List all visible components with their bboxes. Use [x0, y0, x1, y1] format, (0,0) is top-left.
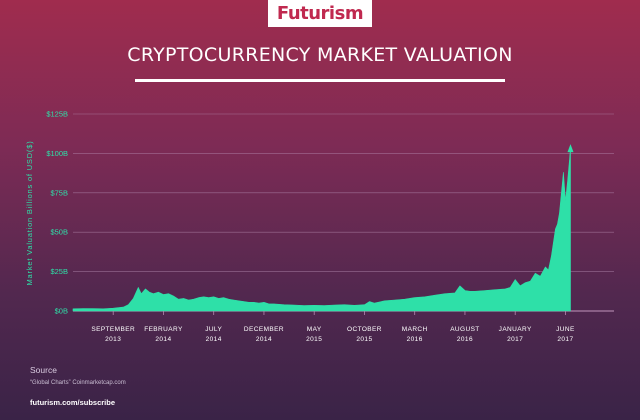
subscribe-link[interactable]: futurism.com/subscribe: [30, 398, 116, 407]
source-text: “Global Charts” Coinmarketcap.com: [30, 380, 126, 386]
x-tick-year: 2015: [306, 336, 322, 343]
futurism-logo[interactable]: Futurism: [268, 0, 372, 27]
x-tick-year: 2016: [457, 336, 473, 343]
x-tick-label: JULY: [205, 326, 222, 333]
trend-arrow-icon: [567, 144, 574, 153]
x-tick-year: 2014: [256, 336, 272, 343]
x-tick-label: AUGUST: [450, 326, 480, 333]
y-axis-ticks: $0B $25B $50B $75B $100B $125B: [46, 110, 68, 316]
y-tick-label: $25B: [50, 267, 68, 276]
x-tick-year: 2016: [407, 336, 423, 343]
series-area: [72, 146, 571, 312]
y-tick-label: $50B: [50, 228, 68, 237]
x-tick-label: DECEMBER: [244, 326, 284, 333]
x-tick-year: 2015: [356, 336, 372, 343]
x-tick-label: JANUARY: [499, 326, 532, 333]
x-tick-label: FEBRUARY: [144, 326, 183, 333]
x-tick-year: 2014: [206, 336, 222, 343]
source-heading: Source: [30, 365, 57, 375]
x-tick-label: SEPTEMBER: [91, 326, 135, 333]
y-tick-label: $125B: [46, 110, 68, 119]
series-layer: [72, 144, 574, 312]
y-axis-label: Market Valuation Billions of USD($): [25, 141, 34, 286]
x-tick-year: 2017: [557, 336, 573, 343]
y-tick-label: $100B: [46, 149, 68, 158]
x-tick-year: 2014: [155, 336, 171, 343]
y-tick-label: $75B: [50, 188, 68, 197]
x-tick-label: JUNE: [556, 326, 575, 333]
x-tick-year: 2013: [105, 336, 121, 343]
chart-title: CRYPTOCURRENCY MARKET VALUATION: [127, 44, 513, 66]
x-tick-label: MAY: [307, 326, 322, 333]
x-tick-label: MARCH: [402, 326, 428, 333]
brand-name: Futurism: [276, 3, 364, 24]
x-tick-year: 2017: [507, 336, 523, 343]
x-tick-label: OCTOBER: [347, 326, 382, 333]
y-tick-label: $0B: [55, 307, 68, 316]
x-axis-ticks: SEPTEMBER 2013 FEBRUARY 2014 JULY 2014 DECEMBE…: [91, 311, 575, 343]
title-underline: [135, 79, 505, 82]
